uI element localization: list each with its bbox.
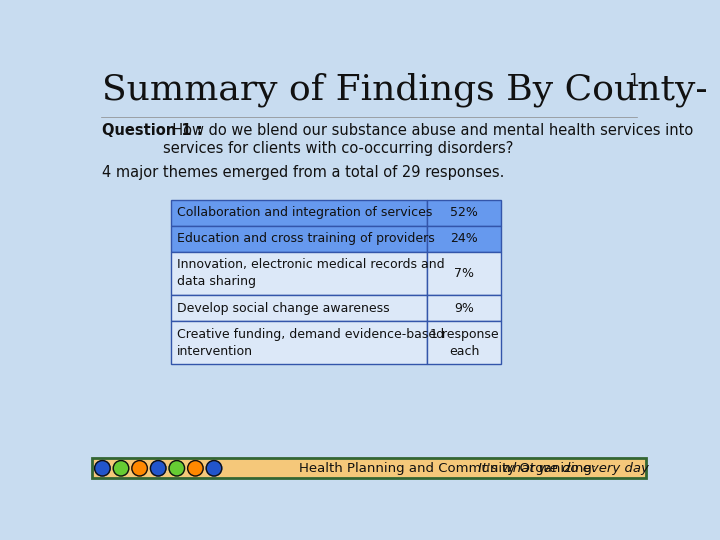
Bar [427,321,500,365]
Circle shape [94,461,110,476]
Text: Collaboration and integration of services: Collaboration and integration of service… [177,206,432,219]
Text: 24%: 24% [450,232,478,245]
Text: Question 1 :: Question 1 : [102,123,203,138]
Bar [171,321,427,365]
Text: 9%: 9% [454,302,474,315]
Text: It's what we do every day: It's what we do every day [477,462,649,475]
Text: 52%: 52% [450,206,478,219]
Bar [427,200,500,226]
Bar [171,252,427,295]
Text: 4 major themes emerged from a total of 29 responses.: 4 major themes emerged from a total of 2… [102,165,505,180]
Bar [427,252,500,295]
Text: Creative funding, demand evidence-based
intervention: Creative funding, demand evidence-based … [177,328,444,358]
Text: Summary of Findings By County- Clay: Summary of Findings By County- Clay [102,72,720,107]
Text: How do we blend our substance abuse and mental health services into
services for: How do we blend our substance abuse and … [163,123,693,156]
Circle shape [113,461,129,476]
Circle shape [169,461,184,476]
Bar [171,295,427,321]
Text: Health Planning and Community Organizing:: Health Planning and Community Organizing… [300,462,605,475]
Bar [91,458,647,478]
Bar [427,295,500,321]
Bar [171,200,427,226]
Circle shape [206,461,222,476]
Circle shape [132,461,148,476]
Text: 7%: 7% [454,267,474,280]
Text: Innovation, electronic medical records and
data sharing: Innovation, electronic medical records a… [177,259,444,288]
Circle shape [188,461,203,476]
Bar [171,226,427,252]
Text: Education and cross training of providers: Education and cross training of provider… [177,232,435,245]
Text: 1: 1 [628,72,639,91]
Text: Develop social change awareness: Develop social change awareness [177,302,390,315]
Bar [427,226,500,252]
Text: 1 response
each: 1 response each [430,328,498,358]
Circle shape [150,461,166,476]
